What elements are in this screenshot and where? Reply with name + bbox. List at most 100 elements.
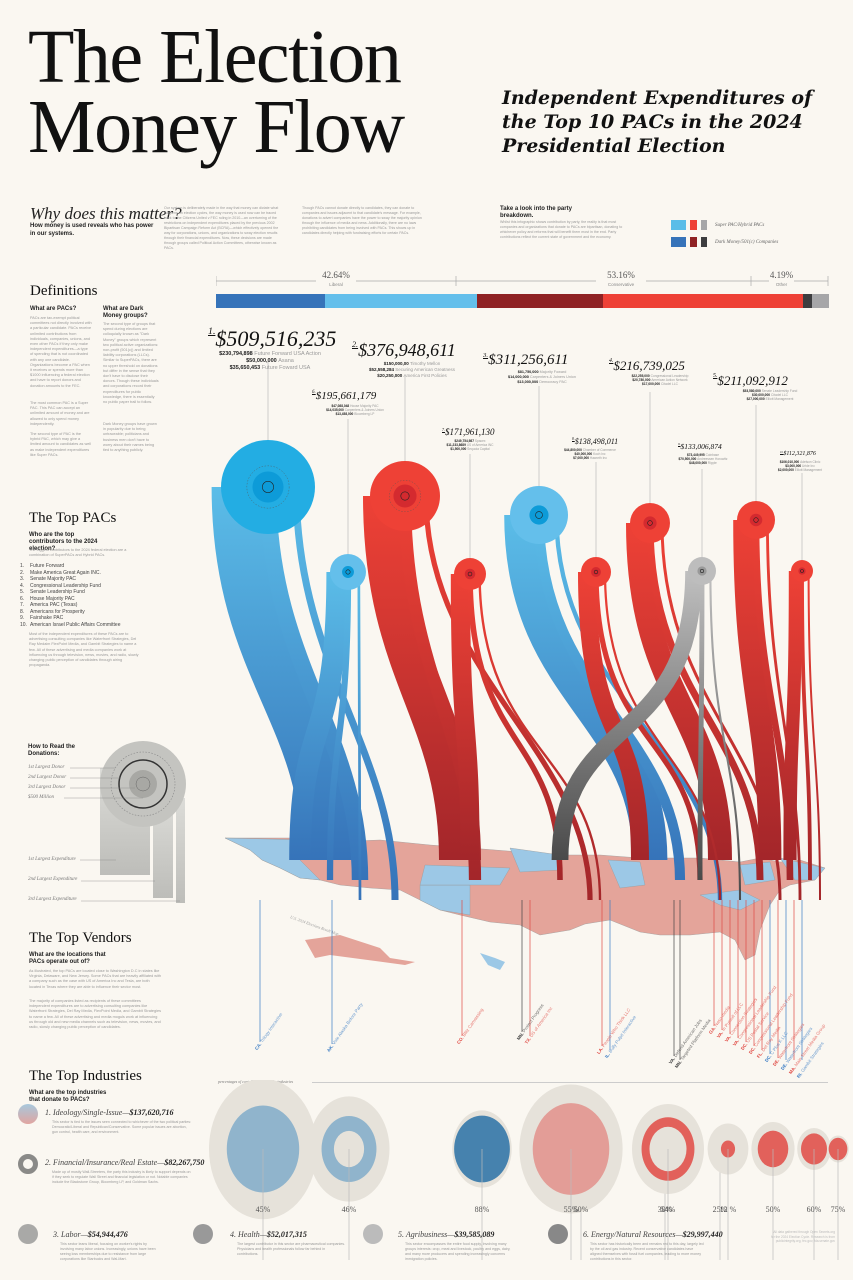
- expenditure-flow: [626, 522, 732, 861]
- expenditure-flow: [478, 573, 602, 901]
- pac-total: $138,498,011: [574, 437, 619, 446]
- map-hawaii: [480, 953, 505, 970]
- industry-title: 6. Energy/Natural Resources—$29,997,440: [583, 1230, 723, 1239]
- pac-donor-row: $13,458,000 Bloomberg LP: [335, 412, 375, 417]
- pac-total-amount: 4.$216,739,025: [609, 358, 685, 374]
- pac-rank: 3.: [483, 352, 489, 359]
- expenditure-flow: [289, 571, 348, 861]
- expenditure-flow: [326, 571, 352, 881]
- pac-total: $171,961,130: [445, 427, 495, 437]
- party-bar-segment: [477, 294, 604, 308]
- intro-paragraph-1: Our system is deliberately made in the w…: [164, 206, 279, 250]
- pac-donor-ring: [647, 520, 653, 526]
- conservative-percent-label: 55%: [563, 1205, 579, 1214]
- how-to-read-label: 2nd Largest Expenditure: [28, 877, 78, 882]
- pac-donor-ring: [753, 517, 759, 523]
- pacs-def-3: The second type of PAC is the hybrid PAC…: [30, 432, 91, 457]
- pac-donor-circle: [342, 566, 354, 578]
- party-bar-segment: [811, 294, 829, 308]
- conservative-percent-label: 54%: [660, 1205, 676, 1214]
- industry-description: Made up of mostly Wall-Streeters, the pa…: [52, 1170, 191, 1184]
- industry-description: This sector encompasses the entire food …: [405, 1242, 511, 1261]
- pac-donor-row: $40,000,000 Koch Inc: [574, 452, 606, 457]
- pac-donor-row: $52,558,284 Securing American Greatness: [368, 366, 456, 372]
- pac-donor-row: $22,255,000 Congressional Leadership: [631, 374, 689, 378]
- how-to-read-label: 3rd Largest Donor: [28, 785, 66, 790]
- pac-donors: $44,800,000 Chamber of Commerce $40,000,0…: [530, 448, 650, 460]
- conservative-percent-label: 60%: [806, 1205, 822, 1214]
- pac-donors: $53,580,000 Senate Leadership Fund $30,00…: [710, 389, 830, 402]
- top-pac-item: 4. Congressional Leadership Fund: [20, 582, 101, 589]
- industry-icon: [18, 1224, 38, 1244]
- legend-label: Super PAC/Hybrid PACs: [715, 222, 765, 228]
- pac-donor-row: $11,233,8689 US of America INC: [446, 443, 494, 448]
- pac-donor-row: $53,580,000 Senate Leadership Fund: [742, 389, 798, 393]
- industry-title: 5. Agribusiness—$39,585,089: [398, 1230, 495, 1239]
- liberal-percent-label: 30%: [657, 1205, 673, 1214]
- pac-donors: $230,794,898 Future Forward USA Action $5…: [210, 351, 330, 372]
- pac-donor-row: $50,000,000 Asana: [246, 358, 294, 365]
- top-pac-item: 8. Americans for Prosperity: [20, 608, 85, 615]
- legend-super-pac: Super PAC/Hybrid PACs: [671, 220, 764, 230]
- expenditure-flow: [807, 570, 821, 901]
- liberal-percent-label: 45%: [255, 1205, 271, 1214]
- pac-donor-row: $1,500,000 Sequoia Capital: [450, 447, 490, 452]
- legend-swatch: [690, 237, 697, 247]
- industry-title: 3. Labor—$54,944,476: [53, 1230, 128, 1239]
- page-subtitle: Independent Expenditures of the Top 10 P…: [502, 87, 813, 157]
- pac-rank: 10.: [780, 451, 784, 454]
- pac-flow: [551, 469, 742, 901]
- pac-total: $509,516,235: [215, 326, 337, 351]
- party-bar-segment: [803, 294, 812, 308]
- pac-donor-ring: [700, 569, 704, 573]
- expenditure-flow: [783, 570, 802, 861]
- industry-description: The largest contributor in this sector a…: [237, 1242, 346, 1256]
- pac-total: $112,321,876: [783, 451, 816, 457]
- pac-total-amount: 10.$112,321,876: [780, 451, 816, 457]
- party-scale-lines: [216, 276, 829, 286]
- pac-donor-row: $48,000,000 Ripple: [689, 460, 717, 465]
- pac-total-amount: 6.$195,661,179: [312, 390, 376, 402]
- dark-money-def-1: The second type of groups that spend dur…: [103, 322, 159, 405]
- pac-flow: [289, 419, 366, 901]
- pac-donor-ring: [467, 571, 473, 577]
- top-pac-item: 6. House Majority PAC: [20, 595, 75, 602]
- top-pac-item: 2. Make America Great Again INC.: [20, 569, 101, 576]
- pac-donor-circle: [252, 471, 284, 503]
- map-blue-state: [419, 864, 511, 886]
- expenditure-flow: [450, 573, 480, 861]
- industry-icon: [548, 1224, 568, 1244]
- why-heading: Why does this matter?: [30, 204, 182, 223]
- how-to-read-title: How to Read the Donations:: [28, 744, 76, 757]
- expenditure-flow: [578, 571, 649, 861]
- pac-donors: $249,754,987 Spacex $11,233,8689 US of Am…: [410, 439, 530, 451]
- pac-total-amount: 9.$133,006,874: [678, 442, 722, 451]
- pac-donor-circle: [749, 513, 763, 527]
- expenditure-flow: [733, 519, 782, 861]
- liberal-percent-label: 88%: [474, 1205, 490, 1214]
- legend-swatch: [671, 237, 686, 247]
- expenditure-flow: [423, 495, 593, 901]
- why-subheading: How money is used reveals who has power …: [30, 223, 154, 237]
- top-vendors-title: The Top Vendors: [29, 930, 132, 946]
- pac-donor-row: $230,794,898 Future Forward USA Action: [219, 351, 321, 357]
- pac-total-amount: 8.$138,498,011: [572, 437, 618, 446]
- pac-donors: $150,000,00 Timothy Mellon $52,558,284 Se…: [352, 361, 472, 379]
- pac-donor-row: $70,500,000 Andreessen Horowitz: [678, 456, 728, 461]
- pac-total: $216,739,025: [613, 358, 685, 373]
- page-title: The Election Money Flow: [28, 15, 405, 169]
- industry-icon: [363, 1224, 383, 1244]
- expenditure-flow: [357, 571, 362, 901]
- top-industries-question: What are the top industries that donate …: [29, 1090, 107, 1103]
- pac-donor-circle: [393, 484, 417, 508]
- top-vendors-question: What are the locations that PACs operate…: [29, 952, 106, 965]
- map-blue-state: [419, 884, 471, 916]
- pac-donors: $106,010,000 Adelson Clinic $3,000,000 Ur…: [740, 460, 853, 472]
- party-bar-segment: [216, 294, 326, 308]
- pac-donor-circle: [591, 567, 601, 577]
- pac-donor-row: $17,000,000 Citadel LLC: [642, 382, 678, 387]
- pacs-question: What are PACs?: [30, 306, 77, 312]
- pac-total-amount: 7.$171,961,130: [442, 427, 495, 437]
- expenditure-flow: [363, 495, 481, 861]
- top-pac-item: 5. Senate Leadership Fund: [20, 589, 85, 595]
